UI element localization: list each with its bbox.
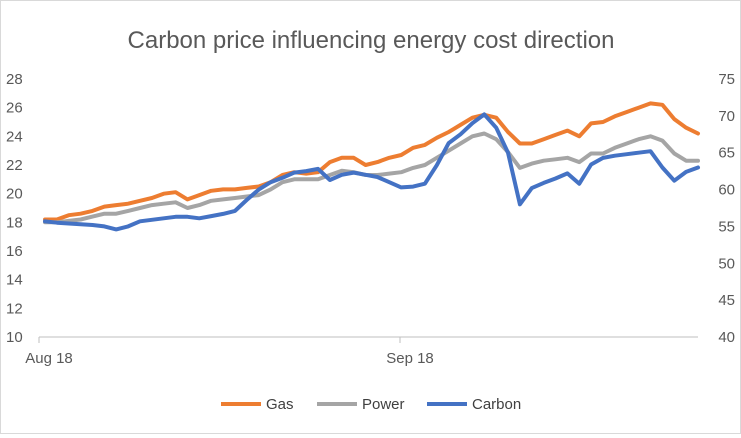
x-tick-label: Sep 18 [386, 350, 434, 367]
y-right-tick-label: 65 [718, 145, 735, 162]
y-right-tick-label: 60 [718, 182, 735, 199]
chart-title: Carbon price influencing energy cost dir… [128, 27, 615, 54]
y-left-tick-label: 22 [6, 157, 23, 174]
y-right-tick-label: 75 [718, 71, 735, 88]
y-left-tick-label: 10 [6, 329, 23, 346]
y-left-tick-label: 16 [6, 243, 23, 260]
y-left-tick-label: 26 [6, 100, 23, 117]
legend-label-carbon: Carbon [472, 396, 521, 413]
y-left-tick-label: 28 [6, 71, 23, 88]
y-right-tick-label: 70 [718, 108, 735, 125]
y-left-tick-label: 12 [6, 300, 23, 317]
y-right-tick-label: 45 [718, 292, 735, 309]
legend-label-power: Power [362, 396, 405, 413]
y-right-tick-label: 50 [718, 255, 735, 272]
series-line-carbon [43, 112, 700, 232]
y-left-tick-label: 20 [6, 186, 23, 203]
x-tick-label: Aug 18 [25, 350, 73, 367]
y-right-tick-label: 40 [718, 329, 735, 346]
y-left-tick-label: 14 [6, 272, 23, 289]
legend-label-gas: Gas [266, 396, 294, 413]
y-left-tick-label: 24 [6, 128, 23, 145]
series-line-gas [43, 101, 700, 222]
y-left-tick-label: 18 [6, 214, 23, 231]
y-right-tick-label: 55 [718, 218, 735, 235]
